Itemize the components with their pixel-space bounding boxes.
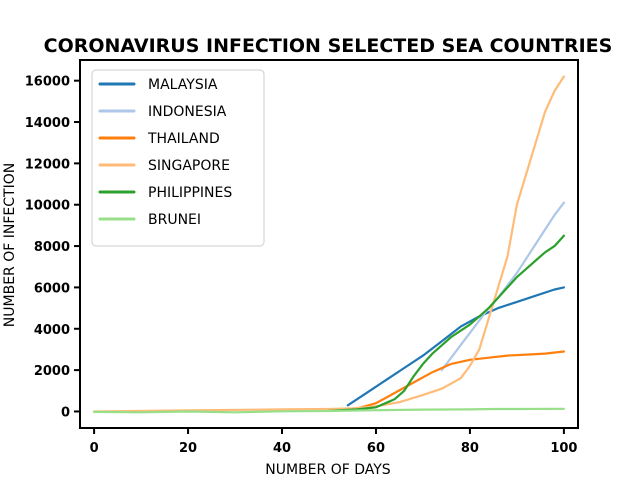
- x-tick-label: 80: [461, 441, 479, 456]
- x-tick-label: 100: [550, 441, 577, 456]
- x-axis-label: Number of Days: [265, 462, 391, 478]
- y-tick-label: 6000: [34, 281, 70, 296]
- x-tick-label: 20: [179, 441, 197, 456]
- y-tick-label: 16000: [25, 75, 70, 90]
- y-tick-label: 4000: [34, 323, 70, 338]
- x-tick-label: 60: [367, 441, 385, 456]
- series-line-brunei: [93, 407, 565, 414]
- series-line-singapore: [93, 75, 565, 413]
- y-axis-label: Number of Infection: [2, 163, 18, 327]
- series-line-thailand: [327, 350, 565, 412]
- y-tick-label: 8000: [34, 240, 70, 255]
- legend-label: Thailand: [147, 131, 220, 147]
- legend-label: Malaysia: [148, 77, 218, 93]
- legend-label: Singapore: [148, 158, 230, 174]
- y-tick-label: 12000: [25, 157, 70, 172]
- legend-label: Brunei: [148, 212, 201, 228]
- y-tick-label: 2000: [34, 364, 70, 379]
- y-tick-label: 14000: [25, 116, 70, 131]
- plot-area: 0 20 40 60 80 100 0 2000 4000 6000 8000 10000 12000 1…: [25, 59, 579, 456]
- legend-label: Indonesia: [148, 104, 227, 120]
- chart-title: Coronavirus Infection Selected SEA Count…: [44, 35, 613, 57]
- series-line-malaysia: [346, 286, 565, 407]
- y-tick-label: 0: [61, 405, 70, 420]
- x-tick-label: 40: [273, 441, 291, 456]
- x-tick-label: 0: [90, 441, 99, 456]
- legend-label: Philippines: [148, 185, 232, 201]
- series-line-philippines: [327, 234, 565, 412]
- y-tick-label: 10000: [25, 199, 70, 214]
- axes-frame: [79, 59, 579, 429]
- legend-box: [91, 69, 265, 247]
